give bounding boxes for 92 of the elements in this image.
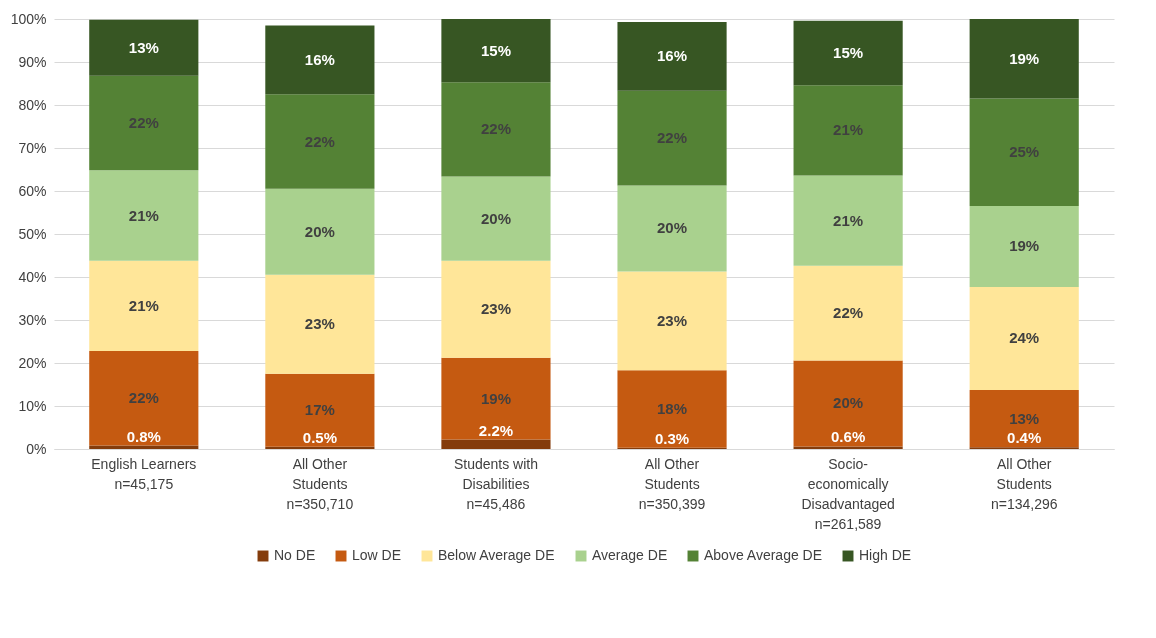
bar — [265, 274, 375, 374]
data-label: 22% — [304, 132, 335, 150]
data-label: 23% — [657, 311, 688, 329]
bar — [441, 357, 551, 440]
y-tick-label: 70% — [18, 139, 47, 156]
legend-label: Below Average DE — [438, 547, 555, 563]
data-label: 2.2% — [478, 421, 514, 439]
data-label: 18% — [657, 400, 688, 418]
y-tick-label: 20% — [18, 354, 47, 371]
bar — [969, 19, 1079, 99]
data-label: 13% — [1009, 409, 1040, 427]
data-label: 21% — [833, 211, 864, 229]
bar — [441, 176, 551, 261]
bar — [793, 265, 903, 361]
data-label: 0.6% — [831, 428, 866, 446]
y-tick-label: 0% — [26, 440, 47, 457]
x-tick-label: All Other Students n=350,399 — [638, 455, 706, 512]
legend-label: High DE — [859, 547, 912, 563]
data-label: 20% — [304, 222, 335, 240]
y-tick-label: 30% — [18, 311, 47, 328]
bar — [89, 170, 199, 261]
x-tick-label: All Other Students n=134,296 — [990, 455, 1058, 512]
bar — [969, 390, 1079, 448]
bar — [617, 185, 727, 272]
data-label: 23% — [304, 315, 335, 333]
bar — [617, 90, 727, 186]
bar — [265, 446, 375, 449]
data-label: 21% — [128, 206, 159, 224]
x-tick-label: English Learners n=45,175 — [91, 455, 197, 492]
bar — [265, 188, 375, 275]
data-label: 24% — [1009, 329, 1040, 347]
data-label: 25% — [1009, 143, 1040, 161]
data-label: 21% — [833, 121, 864, 139]
bar — [617, 22, 727, 91]
data-label: 20% — [480, 209, 511, 227]
data-label: 0.5% — [302, 428, 337, 446]
data-label: 22% — [833, 304, 864, 322]
bar — [89, 75, 199, 171]
data-label: 20% — [833, 394, 864, 412]
bar — [793, 20, 903, 86]
data-label: 22% — [657, 129, 688, 147]
y-tick-label: 90% — [18, 53, 47, 70]
bar — [89, 19, 199, 76]
data-label: 0.8% — [126, 427, 161, 445]
bar — [89, 350, 199, 446]
bar — [793, 360, 903, 447]
data-label: 23% — [480, 300, 511, 318]
bar — [793, 446, 903, 449]
data-label: 19% — [480, 389, 511, 407]
y-tick-label: 10% — [18, 397, 47, 414]
legend-label: Low DE — [352, 547, 402, 563]
bar — [617, 370, 727, 448]
bar — [265, 94, 375, 189]
data-label: 16% — [304, 50, 335, 68]
legend-label: Above Average DE — [704, 547, 823, 563]
data-label: 16% — [657, 47, 688, 65]
data-label: 15% — [833, 43, 864, 61]
y-tick-label: 40% — [18, 268, 47, 285]
legend-label: Average DE — [592, 547, 668, 563]
y-tick-label: 60% — [18, 182, 47, 199]
bar — [265, 25, 375, 95]
data-label: 19% — [1009, 49, 1040, 67]
data-label: 21% — [128, 296, 159, 314]
y-tick-label: 80% — [18, 96, 47, 113]
bar — [969, 206, 1079, 287]
data-label: 15% — [480, 41, 511, 59]
y-tick-label: 100% — [10, 10, 47, 27]
bar — [265, 373, 375, 447]
data-label: 19% — [1009, 237, 1040, 255]
bar — [969, 286, 1079, 391]
bar — [441, 439, 551, 449]
y-tick-label: 50% — [18, 225, 47, 242]
data-label: 22% — [480, 120, 511, 138]
bar — [969, 98, 1079, 207]
data-label: 17% — [304, 401, 335, 419]
bar — [441, 260, 551, 358]
data-label: 0.4% — [1007, 429, 1042, 447]
bar — [793, 85, 903, 176]
x-tick-label: All Other Students n=350,710 — [286, 455, 354, 512]
x-tick-label: Students with Disabilities n=45,486 — [453, 455, 538, 512]
bar — [89, 260, 199, 351]
data-label: 20% — [657, 219, 688, 237]
data-label: 22% — [128, 114, 159, 132]
data-label: 0.3% — [654, 429, 690, 447]
legend-label: No DE — [274, 547, 316, 563]
data-label: 22% — [128, 389, 159, 407]
bar — [793, 175, 903, 266]
bar — [617, 271, 727, 371]
x-tick-label: Socio- economically Disadvantaged n=261,589 — [801, 455, 895, 532]
bar — [441, 19, 551, 83]
bar — [441, 82, 551, 177]
data-label: 13% — [128, 38, 159, 56]
